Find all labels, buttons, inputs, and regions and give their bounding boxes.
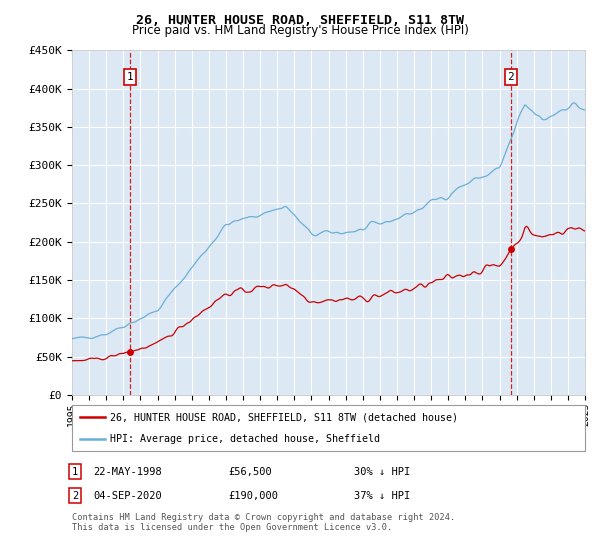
Text: Contains HM Land Registry data © Crown copyright and database right 2024.: Contains HM Land Registry data © Crown c…: [72, 513, 455, 522]
Text: £190,000: £190,000: [228, 491, 278, 501]
FancyBboxPatch shape: [72, 405, 585, 451]
Text: Price paid vs. HM Land Registry's House Price Index (HPI): Price paid vs. HM Land Registry's House …: [131, 24, 469, 37]
Text: 2: 2: [72, 491, 78, 501]
Text: 30% ↓ HPI: 30% ↓ HPI: [354, 466, 410, 477]
Text: £56,500: £56,500: [228, 466, 272, 477]
Text: 26, HUNTER HOUSE ROAD, SHEFFIELD, S11 8TW: 26, HUNTER HOUSE ROAD, SHEFFIELD, S11 8T…: [136, 14, 464, 27]
Text: HPI: Average price, detached house, Sheffield: HPI: Average price, detached house, Shef…: [110, 435, 380, 444]
Text: 22-MAY-1998: 22-MAY-1998: [93, 466, 162, 477]
Text: 2: 2: [508, 72, 514, 82]
Text: 1: 1: [72, 466, 78, 477]
Text: This data is licensed under the Open Government Licence v3.0.: This data is licensed under the Open Gov…: [72, 523, 392, 532]
Text: 04-SEP-2020: 04-SEP-2020: [93, 491, 162, 501]
Text: 37% ↓ HPI: 37% ↓ HPI: [354, 491, 410, 501]
Text: 26, HUNTER HOUSE ROAD, SHEFFIELD, S11 8TW (detached house): 26, HUNTER HOUSE ROAD, SHEFFIELD, S11 8T…: [110, 412, 458, 422]
Text: 1: 1: [127, 72, 133, 82]
